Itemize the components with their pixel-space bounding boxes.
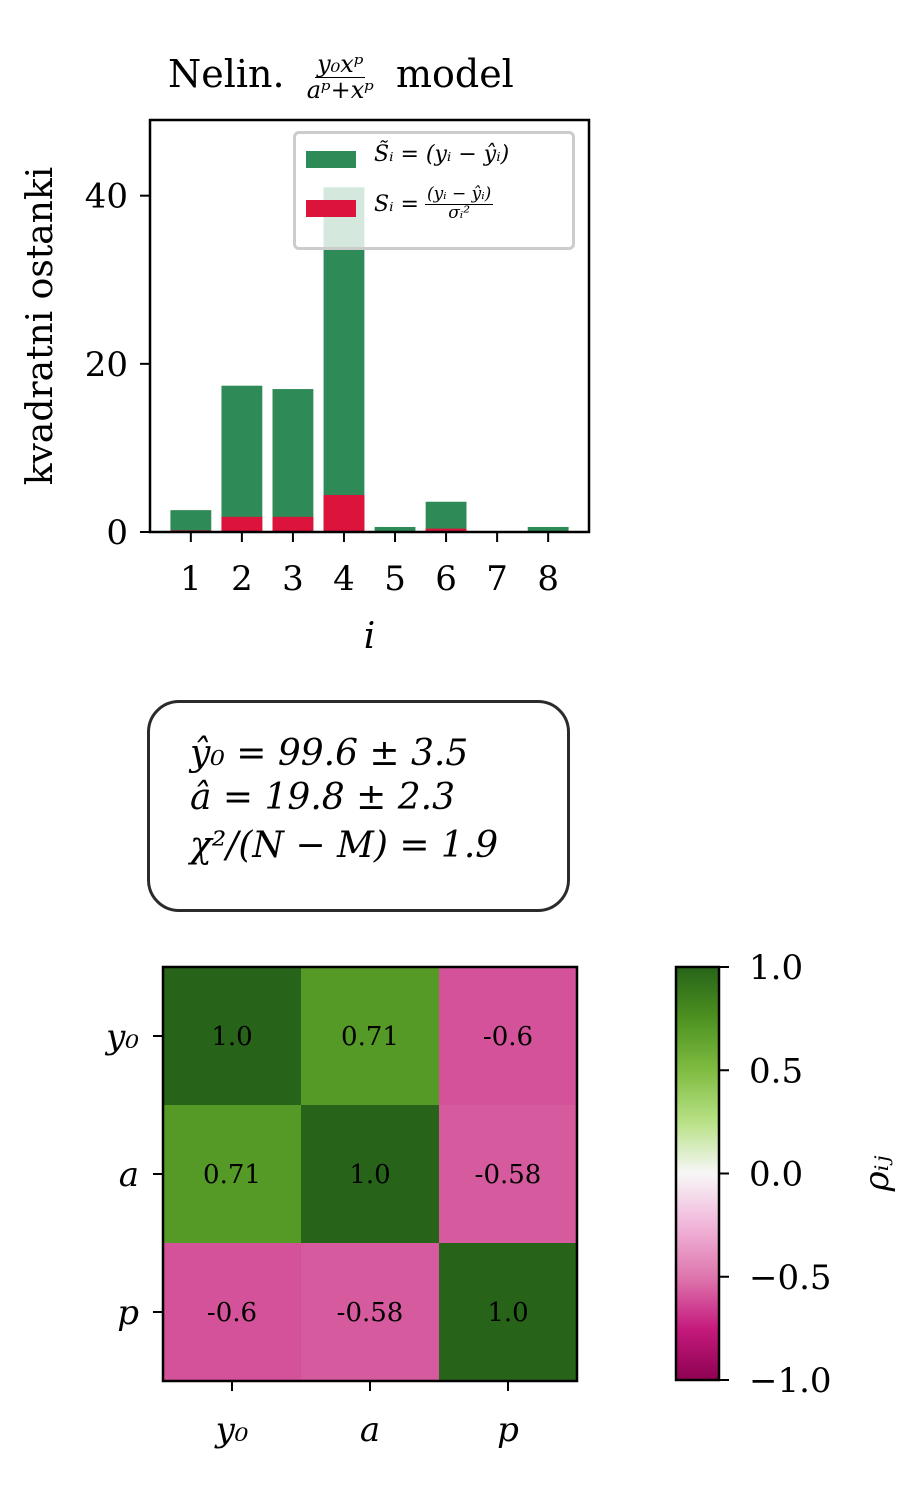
bar-residual-3 [272,389,314,532]
colorbar-tick-label: −0.5 [749,1258,832,1298]
x-tick-label: 1 [180,559,202,599]
bar-weighted-4 [323,495,365,532]
legend-patch-residual [306,151,356,168]
fit-result-chi2: χ²/(N − M) = 1.9 [190,825,499,866]
title-fraction: y₀xᵖ aᵖ+xᵖ [306,50,374,105]
legend-weighted-left: Sᵢ = [374,191,419,217]
legend-weighted-num: (yᵢ − ŷᵢ) [424,184,494,205]
colorbar [674,965,721,1382]
heatmap-x-label: a [360,1410,380,1450]
heatmap-cell-label: -0.6 [207,1298,257,1328]
y-axis-label: kvadratni ostanki [20,167,61,486]
heatmap-cell-label: -0.6 [483,1022,533,1052]
title-suffix: model [395,52,514,97]
legend: S̃ᵢ = (yᵢ − ŷᵢ) Sᵢ = (yᵢ − ŷᵢ) σᵢ² [293,131,575,250]
y-tick-label: 20 [85,345,128,385]
legend-weighted-fraction: (yᵢ − ŷᵢ) σᵢ² [424,184,494,223]
legend-label-weighted: Sᵢ = (yᵢ − ŷᵢ) σᵢ² [374,184,494,223]
heatmap-y-label: a [119,1155,139,1195]
heatmap-cell [301,1243,440,1382]
heatmap-cell [439,1105,578,1244]
colorbar-tick-label: 0.5 [749,1051,803,1091]
legend-patch-weighted [306,200,356,217]
bar-residual-8 [527,526,569,532]
bar-axes-frame [148,118,591,534]
heatmap-cell [301,967,440,1106]
bar-residual-6 [425,501,467,532]
x-tick-label: 7 [486,559,508,599]
heatmap-y-label: p [117,1293,139,1333]
heatmap-cell [163,1105,302,1244]
heatmap-x-label: p [497,1410,519,1450]
colorbar-label: ρᵢⱼ [857,1156,897,1193]
colorbar-tick-label: 1.0 [749,948,803,988]
bar-residual-1 [170,510,212,532]
bar-chart-title: Nelin. y₀xᵖ aᵖ+xᵖ model [168,50,514,105]
fit-results-box: ŷ₀ = 99.6 ± 3.5 â = 19.8 ± 2.3 χ²/(N − M… [147,700,570,912]
heatmap-cell [439,1243,578,1382]
colorbar-tick-label: 0.0 [749,1155,803,1195]
bar-weighted-3 [272,516,314,532]
heatmap-cell [163,967,302,1106]
colorbar-tick-label: −1.0 [749,1361,832,1401]
bar-residual-2 [221,385,263,532]
y-tick-label: 40 [85,177,128,217]
x-tick-label: 6 [435,559,457,599]
legend-label-residual: S̃ᵢ = (yᵢ − ŷᵢ) [374,142,510,167]
x-tick-label: 3 [282,559,304,599]
heatmap-cell-label: 0.71 [203,1160,261,1190]
heatmap-cell-label: 1.0 [211,1022,252,1052]
bar-residual-5 [374,526,416,532]
heatmap-y-label: y₀ [104,1017,139,1057]
heatmap-cell-label: 1.0 [349,1160,390,1190]
heatmap-cell-label: 0.71 [341,1022,399,1052]
fit-result-y0: ŷ₀ = 99.6 ± 3.5 [190,733,469,774]
x-tick-label: 4 [333,559,355,599]
heatmap-cell-label: 1.0 [487,1298,528,1328]
x-axis-label: i [364,616,376,657]
heatmap-cell [439,967,578,1106]
title-prefix: Nelin. [168,52,285,97]
y-tick-label: 0 [106,513,128,553]
x-tick-label: 8 [537,559,559,599]
fit-result-a: â = 19.8 ± 2.3 [190,777,455,818]
title-fraction-num: y₀xᵖ [315,50,366,79]
title-fraction-den: aᵖ+xᵖ [306,76,374,105]
heatmap-cell [163,1243,302,1382]
heatmap-x-label: y₀ [214,1410,249,1450]
x-tick-label: 2 [231,559,253,599]
heatmap-cell-label: -0.58 [475,1160,542,1190]
heatmap-cell-label: -0.58 [337,1298,404,1328]
heatmap-cell [301,1105,440,1244]
bar-weighted-6 [425,528,467,532]
x-tick-label: 5 [384,559,406,599]
legend-weighted-den: σᵢ² [448,202,471,223]
bar-weighted-2 [221,516,263,532]
